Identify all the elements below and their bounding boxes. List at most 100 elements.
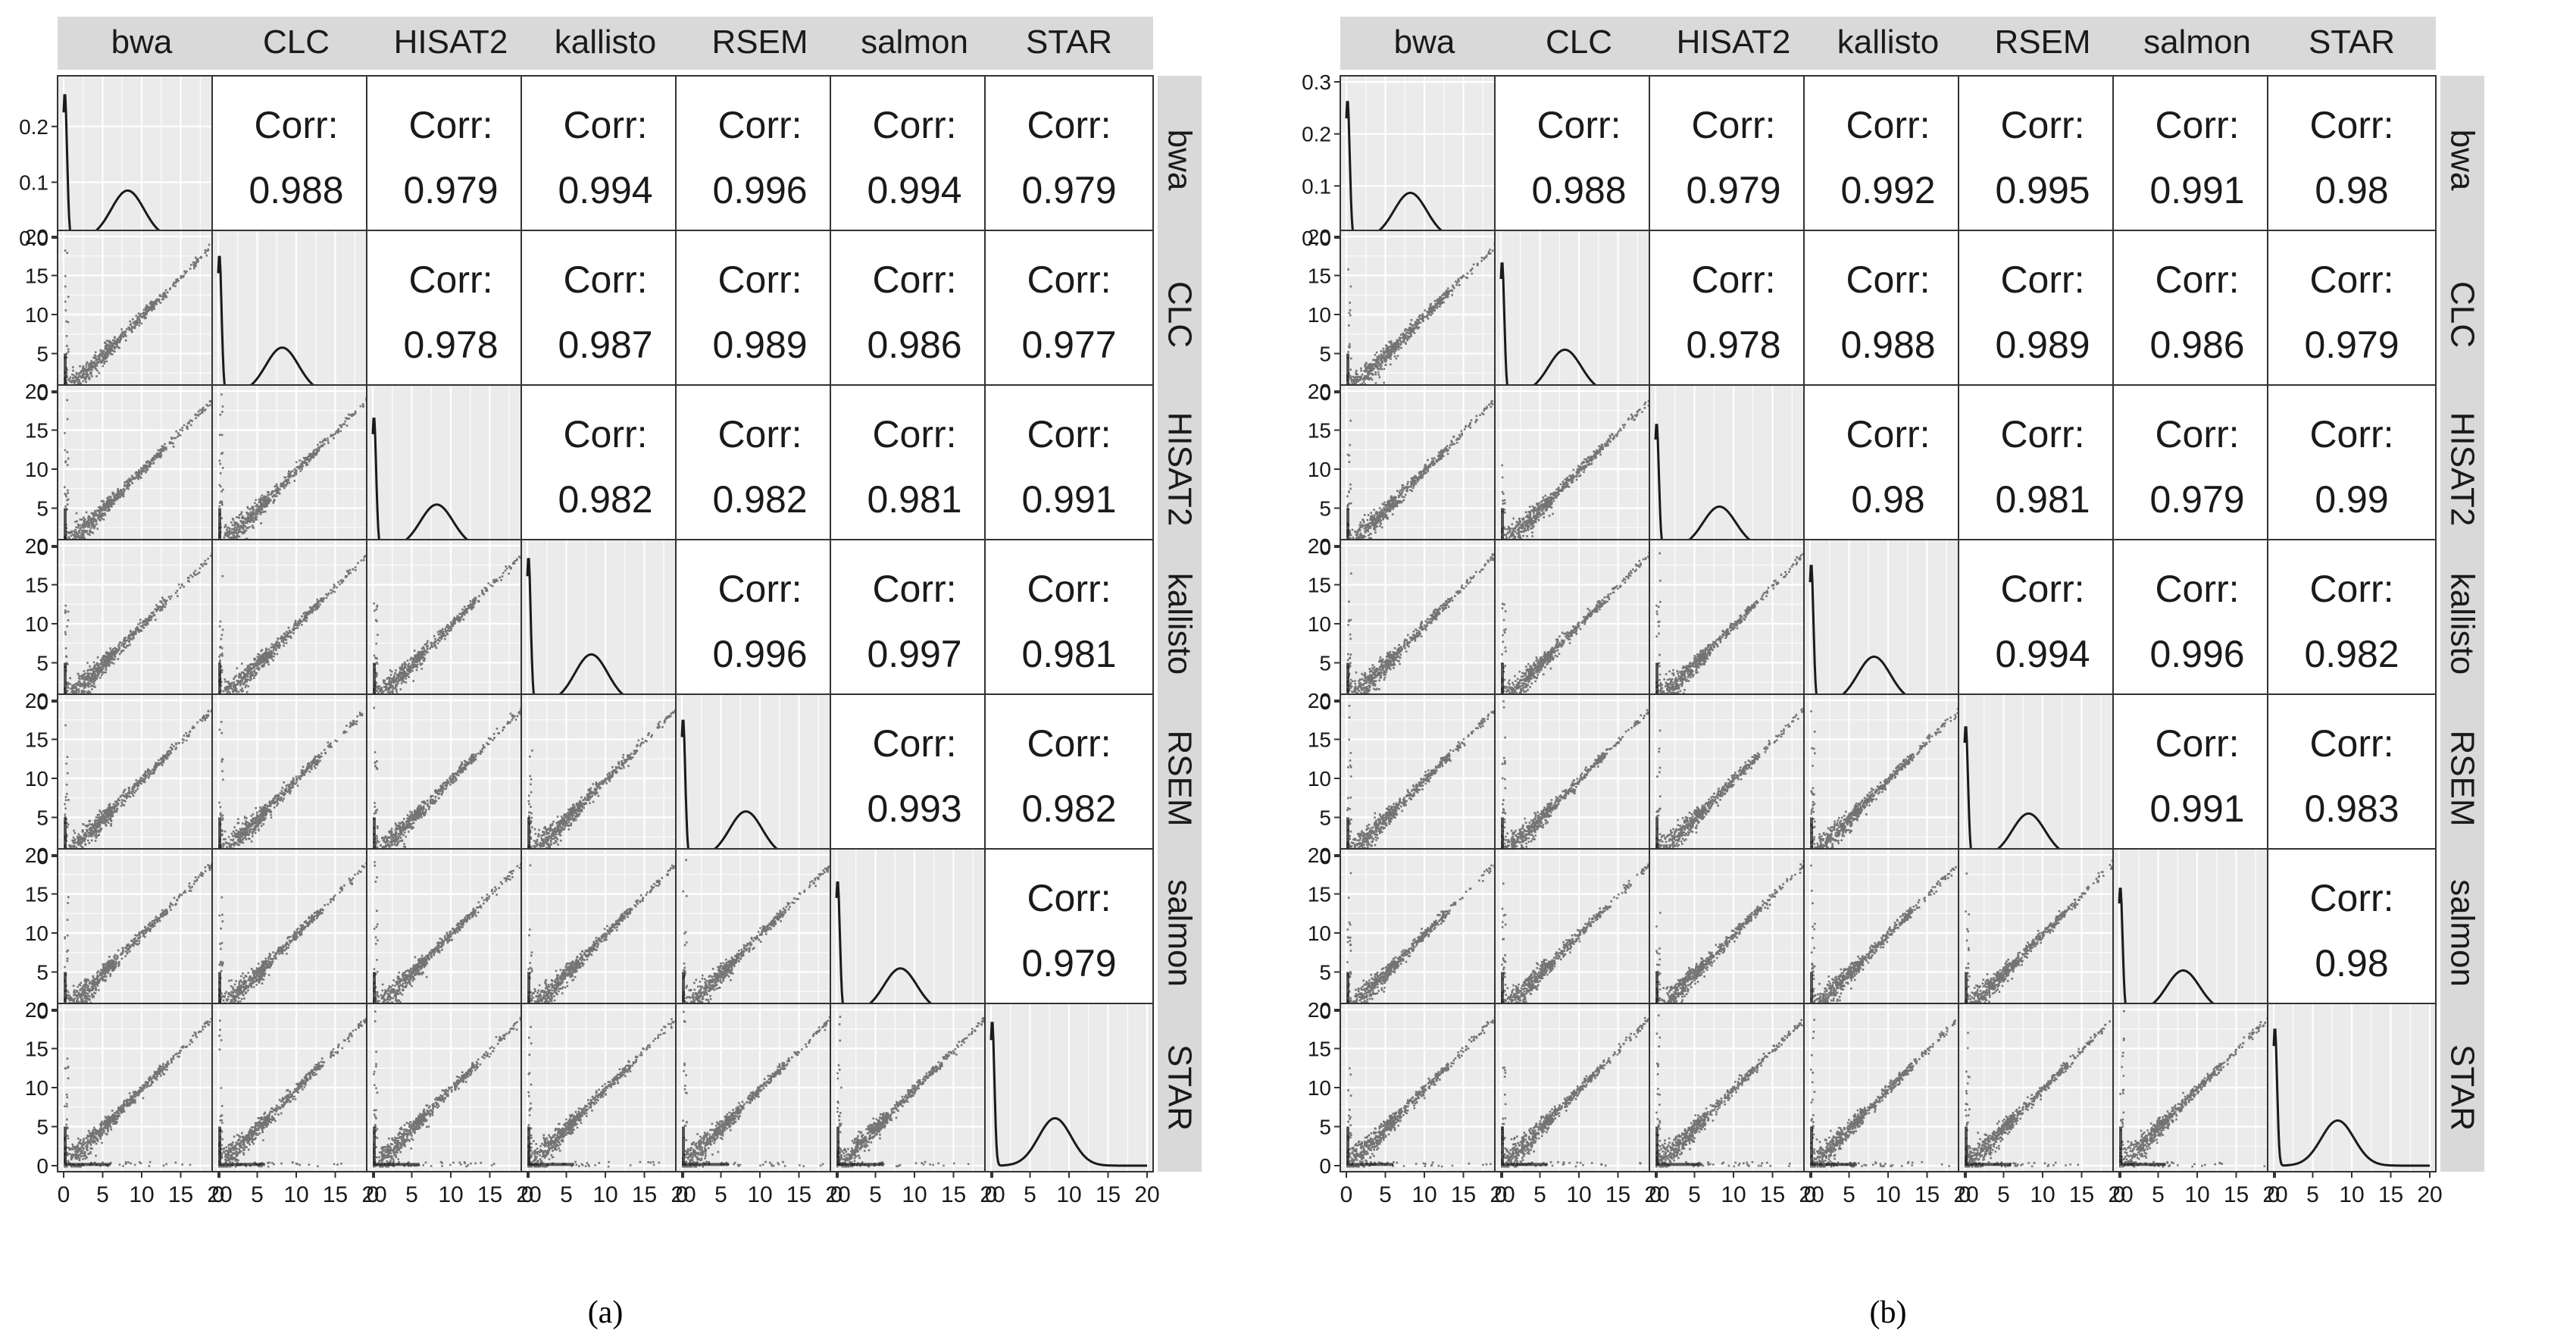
- corr-value: 0.994: [558, 169, 652, 211]
- strip-right-salmon: [1158, 849, 1202, 1017]
- strip-right-kallisto: [2440, 540, 2484, 708]
- y-tick-label: 10: [1308, 1076, 1331, 1100]
- strip-right-RSEM: [1158, 694, 1202, 862]
- scatter-zero-band: [527, 1126, 530, 1166]
- scatter-zero-band: [682, 1126, 685, 1166]
- strip-right-CLC: [2440, 230, 2484, 399]
- x-tick-label: 0: [212, 1182, 225, 1207]
- corr-panel-CLC-RSEM: [1958, 230, 2127, 399]
- scatter-points-salmon-kallisto: [1810, 855, 1967, 1013]
- corr-label: Corr:: [872, 413, 956, 455]
- x-tick-label: 5: [1997, 1182, 2010, 1207]
- corr-value: 0.982: [1021, 787, 1116, 830]
- x-tick-label: 15: [2069, 1182, 2094, 1207]
- scatter-zero-band: [218, 508, 221, 547]
- corr-label: Corr:: [2155, 722, 2239, 765]
- corr-panel-RSEM-salmon: [2112, 693, 2282, 863]
- x-tick-label: 15: [632, 1182, 657, 1207]
- corr-label: Corr:: [717, 568, 802, 610]
- strip-top-label: HISAT2: [1677, 23, 1791, 61]
- y-tick-label: 15: [25, 1038, 48, 1061]
- corr-label: Corr:: [1846, 104, 1930, 146]
- panel-caption: (a): [588, 1295, 624, 1330]
- corr-label: Corr:: [1691, 258, 1775, 301]
- strip-top-bwa: [58, 17, 226, 70]
- x-tick-label: 5: [1379, 1182, 1392, 1207]
- corr-label: Corr:: [872, 722, 956, 765]
- corr-label: Corr:: [2309, 104, 2393, 146]
- scatter-zero-band: [530, 1163, 574, 1166]
- corr-panel-bwa-kallisto: [521, 75, 690, 245]
- y-tick-label: 20: [1308, 689, 1331, 712]
- y-tick-label: 20: [1308, 998, 1331, 1022]
- y-tick-label: 5: [1319, 961, 1331, 985]
- scatter-zero-band: [1967, 1163, 2012, 1166]
- y-tick-label: 5: [36, 652, 48, 675]
- strip-top-label: kallisto: [1837, 23, 1940, 61]
- corr-value: 0.996: [2149, 633, 2244, 675]
- strip-right-label: RSEM: [2444, 730, 2481, 826]
- strip-top-label: bwa: [111, 23, 173, 61]
- scatter-points-salmon-kallisto: [527, 856, 684, 1013]
- y-tick-label: 20: [25, 689, 48, 712]
- corr-panel-bwa-CLC: [1494, 75, 1664, 245]
- corr-value: 0.981: [1021, 633, 1116, 675]
- strip-right-STAR: [2440, 1003, 2484, 1172]
- scatter-points-salmon-bwa: [1346, 858, 1502, 1013]
- y-tick-label: 0.1: [1302, 174, 1331, 198]
- strip-right-label: HISAT2: [1161, 412, 1199, 527]
- x-tick-label: 5: [560, 1182, 573, 1207]
- corr-panel-kallisto-salmon: [830, 539, 999, 709]
- x-tick-label: 10: [1566, 1182, 1591, 1207]
- corr-label: Corr:: [2309, 258, 2393, 301]
- x-tick-label: 20: [2108, 1182, 2133, 1207]
- corr-panel-HISAT2-kallisto: [521, 384, 690, 554]
- scatter-points-STAR-RSEM: [1965, 1010, 2123, 1168]
- corr-value: 0.979: [2149, 478, 2244, 521]
- x-tick-label: 0: [58, 1182, 70, 1207]
- corr-label: Corr:: [2155, 258, 2239, 301]
- strip-top-label: CLC: [1546, 23, 1612, 61]
- corr-panel-RSEM-STAR: [2267, 693, 2437, 863]
- x-tick-label: 20: [1644, 1182, 1669, 1207]
- corr-label: Corr:: [1027, 568, 1111, 610]
- y-tick-label: 15: [1308, 883, 1331, 906]
- density-curve-STAR: [2272, 1028, 2430, 1167]
- strip-top-label: salmon: [2143, 23, 2251, 61]
- corr-value: 0.992: [1840, 169, 1935, 211]
- scatter-zero-band: [1658, 1163, 1702, 1166]
- y-tick-label: 15: [25, 574, 48, 597]
- scatter-points-HISAT2-bwa: [1346, 391, 1505, 549]
- corr-value: 0.991: [2149, 787, 2244, 830]
- scatter-points-HISAT2-CLC: [1501, 394, 1658, 549]
- scatter-zero-band: [218, 1126, 221, 1166]
- corr-label: Corr:: [2309, 877, 2393, 919]
- scatter-points-STAR-salmon: [2119, 1010, 2275, 1168]
- y-tick-label: 10: [1308, 458, 1331, 481]
- corr-label: Corr:: [1537, 104, 1621, 146]
- corr-panel-CLC-HISAT2: [1649, 230, 1818, 399]
- corr-label: Corr:: [1691, 104, 1775, 146]
- x-tick-label: 20: [516, 1182, 541, 1207]
- strip-right-bwa: [1158, 76, 1202, 244]
- strip-top-HISAT2: [367, 17, 535, 70]
- scatter-points-salmon-HISAT2: [373, 855, 531, 1013]
- corr-label: Corr:: [1027, 258, 1111, 301]
- x-tick-label: 5: [96, 1182, 109, 1207]
- y-tick-label: 20: [1308, 225, 1331, 249]
- x-tick-label: 10: [438, 1182, 463, 1207]
- x-tick-label: 0: [2113, 1182, 2126, 1207]
- y-tick-label: 20: [25, 844, 48, 867]
- corr-label: Corr:: [2000, 568, 2084, 610]
- corr-panel-CLC-salmon: [830, 230, 999, 399]
- scatter-zero-band: [1655, 817, 1658, 856]
- scatter-points-RSEM-bwa: [64, 700, 222, 859]
- scatter-zero-band: [1965, 1126, 1968, 1166]
- strip-top-bwa: [1340, 17, 1508, 70]
- x-tick-label: 5: [1843, 1182, 1855, 1207]
- corr-label: Corr:: [2155, 413, 2239, 455]
- scatter-zero-band: [1349, 1163, 1393, 1166]
- scatter-points-HISAT2-CLC: [218, 391, 377, 549]
- corr-label: Corr:: [2155, 104, 2239, 146]
- scatter-zero-band: [1810, 817, 1813, 856]
